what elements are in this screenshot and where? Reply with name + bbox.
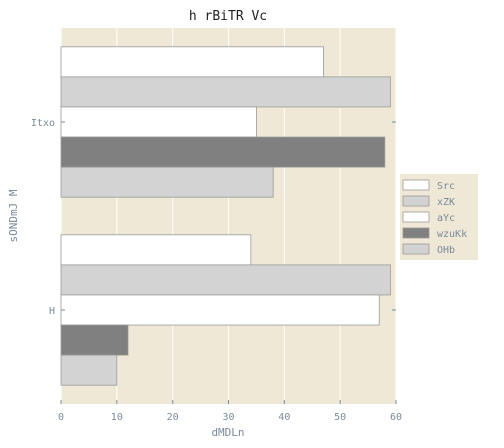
chart-title: h rBiTR Vc (189, 9, 267, 24)
bar-xZK-H (60, 264, 391, 296)
legend-swatch (402, 211, 430, 223)
legend-swatch (402, 227, 430, 239)
bar-aYc-Itxo (60, 106, 257, 138)
y-tick-label: H (49, 306, 55, 317)
bar-Src-H (60, 234, 252, 266)
x-axis-label: dMDLn (211, 426, 244, 439)
bar-OHb-H (60, 354, 118, 386)
legend-label: aYc (437, 213, 455, 224)
bar-wzuKk-Itxo (60, 136, 386, 168)
legend-swatch (402, 179, 430, 191)
legend: Src xZK aYc wzuKk OHb (400, 174, 478, 260)
x-tick-label: 0 (58, 412, 64, 423)
legend-label: OHb (437, 245, 455, 256)
x-tick-label: 60 (390, 412, 402, 423)
legend-label: Src (437, 181, 455, 192)
x-tick-label: 30 (222, 412, 234, 423)
bar-OHb-Itxo (60, 166, 274, 198)
bar-wzuKk-H (60, 324, 129, 356)
legend-label: wzuKk (437, 229, 467, 240)
legend-swatch (402, 195, 430, 207)
y-tick-label: Itxo (31, 118, 55, 129)
x-tick-label: 20 (167, 412, 179, 423)
legend-label: xZK (437, 197, 455, 208)
bar-aYc-H (60, 294, 380, 326)
x-axis-ticks: 0 10 20 30 40 50 60 (58, 400, 402, 423)
x-tick-label: 10 (111, 412, 123, 423)
x-tick-label: 50 (334, 412, 346, 423)
y-axis-ticks: H Itxo (31, 118, 396, 317)
bar-group (60, 46, 391, 386)
y-axis-label: sONDmJ M (7, 189, 20, 242)
bar-xZK-Itxo (60, 76, 391, 108)
x-tick-label: 40 (278, 412, 290, 423)
bar-Src-Itxo (60, 46, 324, 78)
legend-swatch (402, 243, 430, 255)
